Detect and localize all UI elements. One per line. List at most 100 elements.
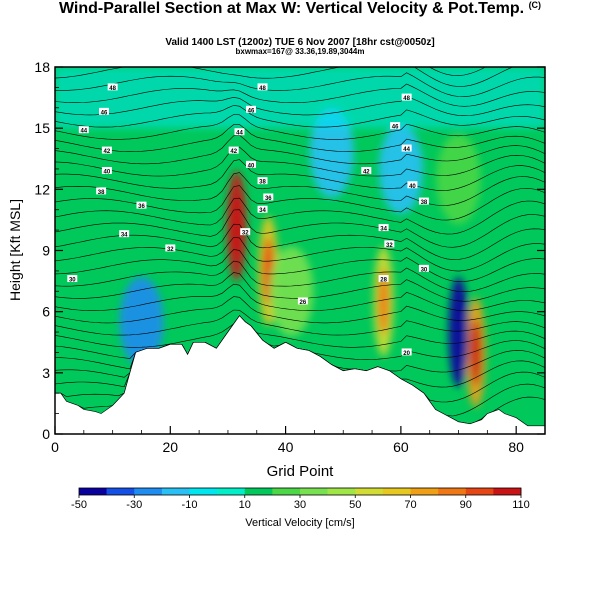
contour-label-box xyxy=(96,187,107,195)
isentrope-line xyxy=(55,96,545,117)
x-axis-label: Grid Point xyxy=(267,463,335,480)
isentrope-line xyxy=(55,309,545,336)
colorbar-swatch xyxy=(327,488,356,495)
contour-label: 32 xyxy=(386,243,393,249)
contour-label-box xyxy=(407,181,418,189)
contour-label-box xyxy=(257,205,268,213)
colorbar-tick-label: 70 xyxy=(404,499,416,511)
contour-label: 32 xyxy=(242,231,249,237)
contour-label-box xyxy=(165,244,176,252)
isentrope-line xyxy=(55,223,545,260)
contour-label-box xyxy=(246,105,256,113)
contour-label: 46 xyxy=(248,108,255,114)
colorbar-tick-label: -50 xyxy=(71,499,87,511)
colorbar-swatch xyxy=(355,488,384,495)
contour-label: 40 xyxy=(104,169,111,175)
colorbar-swatch xyxy=(493,488,522,495)
colorbar-tick-label: -30 xyxy=(126,499,142,511)
colorbar-swatch xyxy=(79,488,107,495)
y-tick-label: 3 xyxy=(42,365,50,381)
contour-label: 48 xyxy=(109,86,116,92)
velocity-feature xyxy=(436,134,481,225)
isentrope-line xyxy=(55,172,545,206)
contour-label: 34 xyxy=(380,227,387,233)
contour-label-box xyxy=(418,197,429,205)
contour-label-box xyxy=(101,166,112,174)
contour-label: 32 xyxy=(167,247,174,253)
colorbar-tick-label: -10 xyxy=(182,499,198,511)
y-tick-label: 9 xyxy=(42,243,50,259)
contour-label: 26 xyxy=(300,300,307,306)
chart-subtitle-2: bxwmax=167@ 33.36,19.89,3044m xyxy=(235,47,365,56)
colorbar-swatch xyxy=(134,488,163,495)
isentrope-line xyxy=(55,114,545,140)
contour-label: 36 xyxy=(265,196,272,202)
isentrope-line xyxy=(55,134,545,165)
colorbar-tick-label: 110 xyxy=(512,499,530,511)
isentrope-line xyxy=(55,197,545,235)
contour-label-box xyxy=(263,193,274,201)
contour-label: 36 xyxy=(138,204,145,210)
contour-label: 34 xyxy=(259,208,266,214)
chart-title: Wind-Parallel Section at Max W: Vertical… xyxy=(0,0,600,18)
contour-label: 44 xyxy=(403,147,410,153)
velocity-feature xyxy=(448,277,469,388)
velocity-feature-core xyxy=(470,319,482,386)
isentrope-line xyxy=(55,283,545,312)
contour-label-box xyxy=(107,83,118,91)
isentrope-line xyxy=(55,249,545,283)
colorbar-swatch xyxy=(106,488,135,495)
contour-label: 42 xyxy=(363,169,370,175)
contour-label: 42 xyxy=(230,149,237,155)
contour-label-box xyxy=(297,297,308,305)
terrain xyxy=(55,315,545,434)
contour-label-box xyxy=(378,224,389,232)
contour-label-box xyxy=(378,275,389,283)
contour-label-box xyxy=(418,264,429,272)
isentrope-line xyxy=(55,72,545,98)
colorbar-swatch xyxy=(244,488,273,495)
y-axis-label: Height [Kft MSL] xyxy=(7,199,23,301)
colorbar-swatch xyxy=(189,488,218,495)
contour-label: 20 xyxy=(403,351,410,357)
velocity-feature xyxy=(269,246,314,337)
chart-subtitle: Valid 1400 LST (1200z) TUE 6 Nov 2007 [1… xyxy=(165,37,435,48)
contour-label: 46 xyxy=(392,125,399,131)
colorbar-tick-label: 90 xyxy=(460,499,472,511)
velocity-feature xyxy=(378,123,423,214)
isentrope-line xyxy=(428,67,487,76)
colorbar-swatch xyxy=(382,488,411,495)
contour-label-box xyxy=(384,240,395,248)
colorbar-tick-label: 50 xyxy=(349,499,361,511)
contour-label: 30 xyxy=(421,267,428,273)
contour-label-box xyxy=(401,144,412,152)
contour-label: 28 xyxy=(380,278,387,284)
velocity-field: 48 46 44 42 40 38 36 34 32 30 48 46 44 42 40 38 36 34 32 26… xyxy=(55,67,545,434)
contour-label-box xyxy=(240,228,251,236)
chart-title-mark: (C) xyxy=(528,0,542,10)
colorbar-label: Vertical Velocity [cm/s] xyxy=(245,517,354,529)
x-tick-label: 40 xyxy=(278,439,294,455)
contour-label-box xyxy=(257,83,268,91)
contour-label-box xyxy=(101,146,112,154)
contour-label-box xyxy=(390,122,401,130)
isentrope-line xyxy=(55,236,545,272)
isentrope-line xyxy=(55,67,514,87)
colorbar-swatch xyxy=(410,488,439,495)
contour-label-box xyxy=(136,201,147,209)
contour-label: 44 xyxy=(236,131,243,137)
colorbar: -50 -30 -10 10 30 50 70 90 110 xyxy=(71,487,530,511)
colorbar-swatch xyxy=(217,488,246,495)
contour-label-box xyxy=(78,126,89,134)
isentrope-line xyxy=(55,159,545,191)
contour-label-box xyxy=(401,348,412,356)
contour-label: 38 xyxy=(259,180,266,186)
colorbar-swatch xyxy=(465,488,494,495)
y-tick-label: 0 xyxy=(42,426,50,442)
y-tick-label: 15 xyxy=(34,120,50,136)
contour-label-box xyxy=(401,93,412,101)
velocity-feature xyxy=(309,107,354,198)
contour-label: 44 xyxy=(80,129,87,135)
contour-label-box xyxy=(257,177,268,185)
